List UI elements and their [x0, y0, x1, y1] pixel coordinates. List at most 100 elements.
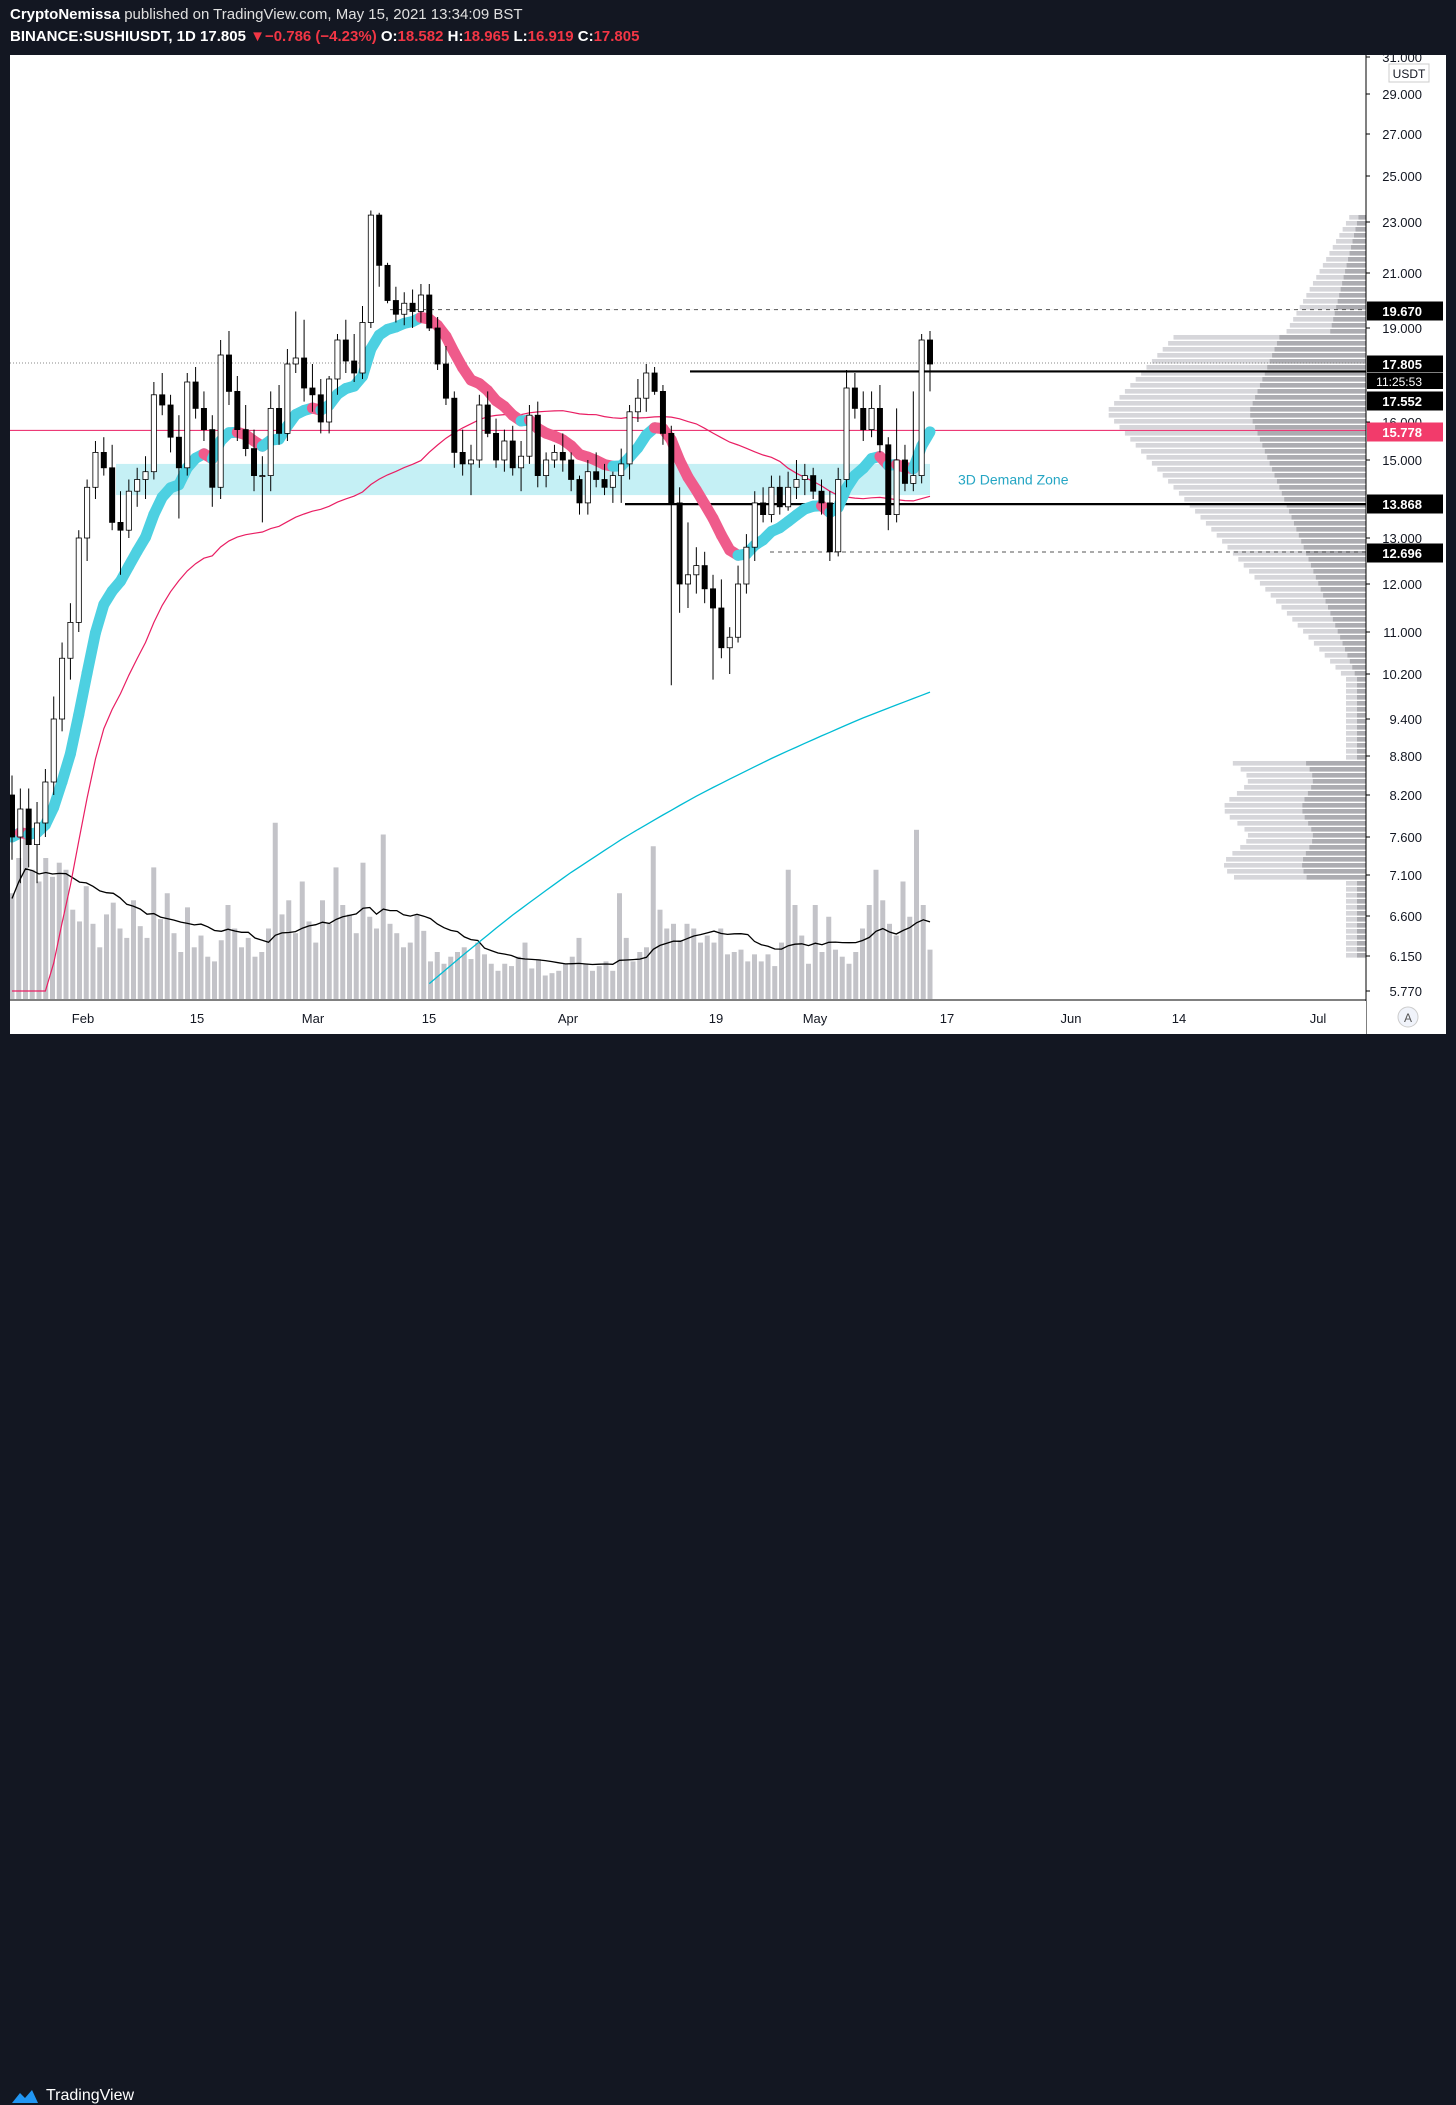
volume-bar	[70, 910, 75, 999]
volume-profile-bar-inner	[1312, 773, 1366, 778]
candle-up	[18, 809, 23, 837]
volume-bar	[536, 959, 541, 999]
volume-profile-bar-inner	[1272, 467, 1366, 472]
volume-profile-bar-inner	[1340, 635, 1366, 640]
demand-zone-label: 3D Demand Zone	[958, 472, 1069, 488]
volume-bar	[313, 943, 318, 999]
tradingview-logo[interactable]: TradingView	[10, 2087, 134, 2105]
volume-profile-bar-inner	[1304, 545, 1366, 550]
time-tick-label: May	[803, 1011, 828, 1026]
price-tick-label: 19.000	[1382, 321, 1422, 336]
volume-bar	[577, 938, 582, 999]
volume-profile-bar-inner	[1260, 383, 1366, 388]
volume-profile-bar-inner	[1302, 809, 1366, 814]
volume-profile-bar-inner	[1332, 323, 1366, 328]
price-label-text: 19.670	[1382, 304, 1422, 319]
volume-bar	[820, 952, 825, 999]
volume-profile-bar-inner	[1339, 293, 1366, 298]
volume-profile-bar-inner	[1357, 911, 1366, 916]
volume-bar	[334, 867, 339, 999]
volume-profile-bar-inner	[1267, 455, 1366, 460]
volume-profile-bar-inner	[1277, 341, 1366, 346]
auto-scale-label[interactable]: A	[1404, 1011, 1412, 1025]
candle-down	[886, 445, 891, 515]
price-tick-label: 23.000	[1382, 215, 1422, 230]
candle-up	[836, 480, 841, 552]
volume-bar	[374, 929, 379, 1000]
price-tick-label: 7.600	[1389, 830, 1422, 845]
volume-bar	[104, 914, 109, 999]
volume-bars	[10, 823, 933, 999]
price-chart[interactable]: 3D Demand Zone31.00029.00027.00025.00023…	[10, 55, 1446, 1034]
volume-profile-bar-inner	[1255, 395, 1366, 400]
volume-profile-bar-inner	[1350, 659, 1366, 664]
volume-profile-bar-inner	[1292, 515, 1366, 520]
candle-up	[468, 460, 473, 464]
volume-bar	[448, 957, 453, 999]
candle-down	[493, 433, 498, 460]
volume-profile-bar-inner	[1357, 929, 1366, 934]
volume-profile-bar-inner	[1313, 569, 1366, 574]
volume-bar	[786, 870, 791, 999]
volume-profile-bar-inner	[1357, 887, 1366, 892]
volume-bar	[745, 961, 750, 999]
volume-profile-bar-inner	[1351, 245, 1366, 250]
volume-bar	[394, 933, 399, 999]
volume-bar	[145, 938, 150, 999]
volume-bar	[158, 919, 163, 999]
volume-profile-bar-inner	[1262, 377, 1366, 382]
close-value: 17.805	[594, 28, 640, 45]
close-label: C:	[578, 28, 594, 45]
candle-down	[660, 391, 665, 433]
volume-profile-bar-inner	[1345, 647, 1366, 652]
publish-info: CryptoNemissa published on TradingView.c…	[10, 6, 523, 23]
volume-profile-bar-inner	[1333, 317, 1366, 322]
time-tick-label: 19	[709, 1011, 723, 1026]
candle-down	[443, 364, 448, 398]
volume-profile-bar-inner	[1357, 719, 1366, 724]
candle-down	[343, 340, 348, 361]
candle-up	[527, 415, 532, 456]
candle-down	[594, 472, 599, 480]
volume-profile-bar-inner	[1308, 791, 1366, 796]
volume-profile-bar-inner	[1307, 875, 1366, 880]
candle-up	[293, 358, 298, 364]
candle-up	[502, 441, 507, 460]
volume-bar	[671, 924, 676, 999]
volume-bar	[543, 976, 548, 1000]
volume-bar	[307, 921, 312, 999]
volume-profile-bar-inner	[1345, 269, 1366, 274]
volume-bar	[617, 893, 622, 999]
volume-bar	[482, 954, 487, 999]
volume-bar	[590, 971, 595, 999]
price-tick-label: 8.800	[1389, 749, 1422, 764]
volume-bar	[239, 947, 244, 999]
candle-down	[385, 265, 390, 300]
ema-ribbon-up	[79, 673, 87, 715]
price-tick-label: 25.000	[1382, 169, 1422, 184]
candle-up	[735, 584, 740, 637]
candle-up	[744, 547, 749, 584]
price-label-text: 15.778	[1382, 425, 1422, 440]
symbol-label[interactable]: BINANCE:SUSHIUSDT, 1D	[10, 28, 196, 45]
low-label: L:	[514, 28, 528, 45]
volume-bar	[718, 929, 723, 1000]
volume-profile-bar-inner	[1312, 839, 1366, 844]
candle-down	[569, 460, 574, 480]
author-name[interactable]: CryptoNemissa	[10, 6, 120, 23]
volume-profile-bar-inner	[1343, 641, 1366, 646]
candle-down	[310, 388, 315, 395]
volume-profile-bar-inner	[1284, 497, 1366, 502]
high-label: H:	[448, 28, 464, 45]
volume-bar	[894, 936, 899, 999]
time-axis-bg	[10, 1001, 1366, 1034]
volume-profile-bar-inner	[1335, 311, 1366, 316]
volume-profile-bar-inner	[1357, 935, 1366, 940]
volume-bar	[97, 947, 102, 999]
candle-up	[59, 658, 64, 719]
candle-down	[210, 430, 215, 488]
volume-profile-bar-inner	[1342, 281, 1366, 286]
volume-bar	[806, 964, 811, 999]
candle-down	[160, 395, 165, 405]
